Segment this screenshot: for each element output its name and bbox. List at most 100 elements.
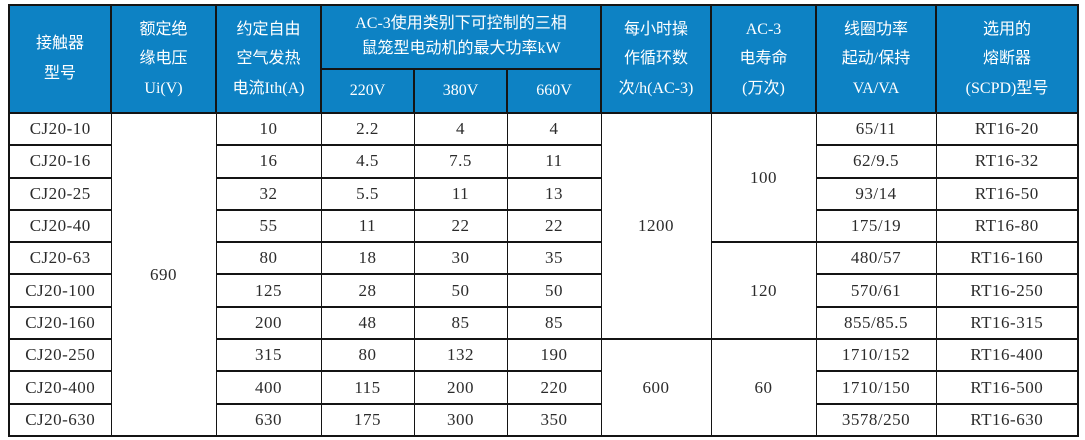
cell-ith: 200 — [215, 305, 322, 341]
header-insulation-voltage: 额定绝 缘电压 Ui(V) — [110, 4, 217, 114]
cell-fuse: RT16-80 — [935, 208, 1079, 244]
header-fuse-type: 选用的 熔断器 (SCPD)型号 — [935, 4, 1080, 114]
cell-p220: 115 — [320, 370, 415, 405]
cell-coil: 65/11 — [815, 111, 937, 147]
cell-coil: 480/57 — [815, 241, 937, 276]
cell-cycles-merged: 600 — [600, 338, 712, 437]
cell-model: CJ20-40 — [8, 208, 112, 244]
cell-model: CJ20-250 — [8, 338, 112, 373]
header-row-1: 接触器 型号 额定绝 缘电压 Ui(V) 约定自由 空气发热 电流Ith(A) … — [8, 4, 1080, 114]
cell-model: CJ20-630 — [8, 402, 112, 438]
cell-p660: 350 — [506, 402, 602, 438]
cell-p220: 11 — [320, 208, 415, 244]
cell-p660: 22 — [506, 208, 602, 244]
cell-ith: 80 — [215, 241, 322, 276]
cell-fuse: RT16-32 — [935, 144, 1079, 179]
table-row: CJ20-100 125 28 50 50 570/61 RT16-250 — [8, 273, 1079, 308]
cell-p220: 5.5 — [320, 176, 415, 211]
cell-p660: 85 — [506, 305, 602, 341]
table-row: CJ20-25 32 5.5 11 13 93/14 RT16-50 — [8, 176, 1079, 211]
cell-fuse: RT16-250 — [935, 273, 1079, 308]
cell-coil: 855/85.5 — [815, 305, 937, 341]
cell-fuse: RT16-400 — [935, 338, 1079, 373]
cell-model: CJ20-16 — [8, 144, 112, 179]
contactor-spec-table: 接触器 型号 额定绝 缘电压 Ui(V) 约定自由 空气发热 电流Ith(A) … — [8, 4, 1080, 438]
cell-p660: 220 — [506, 370, 602, 405]
cell-coil: 3578/250 — [815, 402, 937, 438]
table-row: CJ20-400 400 115 200 220 1710/150 RT16-5… — [8, 370, 1079, 405]
cell-p220: 175 — [320, 402, 415, 438]
table-header: 接触器 型号 额定绝 缘电压 Ui(V) 约定自由 空气发热 电流Ith(A) … — [8, 4, 1080, 114]
header-electrical-life: AC-3 电寿命 (万次) — [710, 4, 818, 114]
cell-model: CJ20-63 — [8, 241, 112, 276]
header-220v: 220V — [320, 68, 415, 114]
cell-p220: 4.5 — [320, 144, 415, 179]
cell-ith: 32 — [215, 176, 322, 211]
cell-fuse: RT16-50 — [935, 176, 1079, 211]
cell-model: CJ20-160 — [8, 305, 112, 341]
cell-life-merged: 60 — [710, 338, 817, 437]
cell-p380: 132 — [413, 338, 508, 373]
cell-p220: 28 — [320, 273, 415, 308]
header-model: 接触器 型号 — [8, 4, 112, 114]
cell-p380: 4 — [413, 111, 508, 147]
table-row: CJ20-250 315 80 132 190 600 60 1710/152 … — [8, 338, 1079, 437]
cell-fuse: RT16-500 — [935, 370, 1079, 405]
cell-p220: 18 — [320, 241, 415, 276]
cell-p380: 7.5 — [413, 144, 508, 179]
cell-model: CJ20-400 — [8, 370, 112, 405]
cell-p660: 35 — [506, 241, 602, 276]
cell-life-merged: 100 — [710, 111, 817, 244]
cell-coil: 93/14 — [815, 176, 937, 211]
cell-model: CJ20-100 — [8, 273, 112, 308]
table-row: CJ20-63 80 18 30 35 120 480/57 RT16-160 — [8, 241, 1079, 341]
cell-p220: 48 — [320, 305, 415, 341]
table-row: CJ20-630 630 175 300 350 3578/250 RT16-6… — [8, 402, 1079, 438]
table-row: CJ20-16 16 4.5 7.5 11 62/9.5 RT16-32 — [8, 144, 1079, 179]
cell-fuse: RT16-160 — [935, 241, 1079, 276]
cell-p380: 50 — [413, 273, 508, 308]
cell-ith: 630 — [215, 402, 322, 438]
cell-coil: 1710/152 — [815, 338, 937, 373]
cell-insulation-voltage-merged: 690 — [110, 112, 217, 437]
cell-life-merged: 120 — [710, 241, 817, 341]
cell-fuse: RT16-20 — [935, 111, 1079, 147]
cell-coil: 1710/150 — [815, 370, 937, 405]
header-660v: 660V — [505, 68, 603, 114]
cell-p380: 85 — [413, 305, 508, 341]
header-coil-power: 线圈功率 起动/保持 VA/VA — [815, 4, 938, 114]
header-cycles-per-hour: 每小时操 作循环数 次/h(AC-3) — [600, 4, 713, 114]
cell-p380: 11 — [413, 176, 508, 211]
table-body: CJ20-10 690 10 2.2 4 4 1200 100 65/11 RT… — [8, 111, 1079, 438]
cell-p660: 190 — [506, 338, 602, 373]
cell-p660: 4 — [506, 111, 602, 147]
cell-ith: 16 — [215, 144, 322, 179]
cell-ith: 315 — [215, 338, 322, 373]
cell-fuse: RT16-315 — [935, 305, 1079, 341]
cell-model: CJ20-25 — [8, 176, 112, 211]
cell-ith: 10 — [215, 111, 322, 147]
table-row: CJ20-40 55 11 22 22 175/19 RT16-80 — [8, 208, 1079, 244]
cell-p660: 50 — [506, 273, 602, 308]
cell-ith: 55 — [215, 208, 322, 244]
cell-model: CJ20-10 — [8, 111, 112, 147]
cell-ith: 400 — [215, 370, 322, 405]
cell-p380: 200 — [413, 370, 508, 405]
cell-p380: 30 — [413, 241, 508, 276]
header-power-group: AC-3使用类别下可控制的三相 鼠笼型电动机的最大功率kW — [319, 4, 603, 70]
cell-p220: 2.2 — [320, 111, 415, 147]
cell-coil: 175/19 — [815, 208, 937, 244]
header-row-2: 220V 380V 660V — [9, 68, 1078, 114]
cell-p660: 11 — [506, 144, 602, 179]
table-row: CJ20-160 200 48 85 85 855/85.5 RT16-315 — [8, 305, 1079, 341]
cell-coil: 570/61 — [815, 273, 937, 308]
header-380v: 380V — [413, 68, 508, 114]
header-thermal-current: 约定自由 空气发热 电流Ith(A) — [215, 4, 322, 114]
cell-p380: 300 — [413, 402, 508, 438]
cell-p660: 13 — [506, 176, 602, 211]
cell-fuse: RT16-630 — [935, 402, 1079, 438]
cell-p380: 22 — [413, 208, 508, 244]
cell-cycles-merged: 1200 — [600, 111, 712, 341]
cell-ith: 125 — [215, 273, 322, 308]
